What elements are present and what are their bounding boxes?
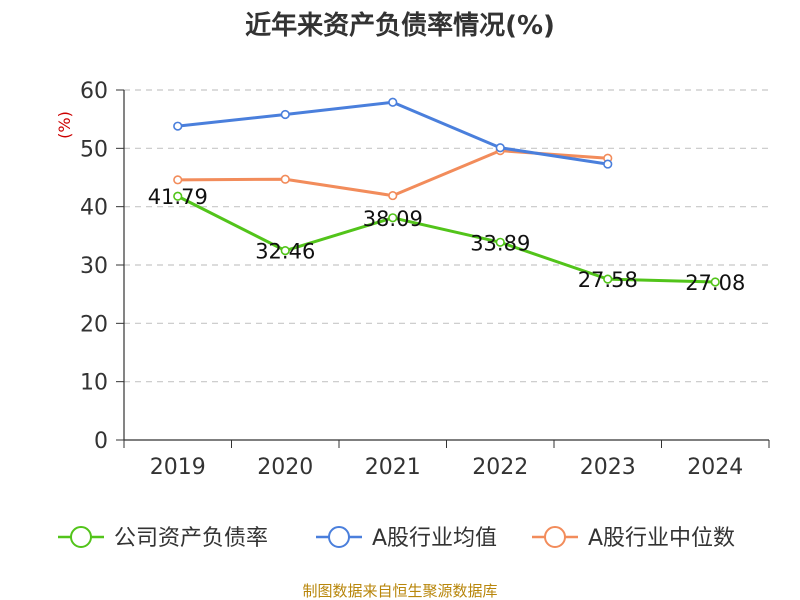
grid-lines bbox=[124, 89, 769, 383]
legend-label: A股行业均值 bbox=[372, 526, 497, 551]
legend-marker bbox=[544, 526, 566, 548]
data-point bbox=[603, 159, 613, 169]
data-label: 38.09 bbox=[363, 207, 423, 231]
data-label: 27.58 bbox=[578, 268, 638, 292]
data-point bbox=[280, 109, 290, 120]
data-point bbox=[280, 246, 290, 256]
data-point bbox=[173, 191, 183, 201]
data-point bbox=[173, 175, 183, 185]
data-point bbox=[710, 277, 720, 287]
legend-marker bbox=[70, 526, 92, 548]
legend-marker bbox=[328, 526, 350, 548]
x-tick-label: 2020 bbox=[257, 455, 313, 480]
data-label: 32.46 bbox=[255, 240, 315, 264]
data-label: 41.79 bbox=[148, 185, 208, 209]
data-point bbox=[173, 121, 183, 131]
axes: 0 10 20 30 40 50 60 2019 2020 2021 2022 2023 2024 bbox=[80, 79, 770, 480]
x-tick-label: 2024 bbox=[687, 455, 743, 480]
y-tick-label: 60 bbox=[80, 79, 108, 104]
data-point bbox=[280, 174, 290, 184]
legend: 公司资产负债率 A股行业均值 A股行业中位数 bbox=[58, 526, 735, 551]
y-tick-label: 50 bbox=[80, 137, 108, 162]
y-tick-label: 40 bbox=[80, 196, 108, 221]
chart-title: 近年来资产负债率情况(%) bbox=[245, 10, 555, 41]
x-tick-label: 2023 bbox=[580, 455, 636, 480]
series-line bbox=[177, 194, 716, 284]
y-tick-label: 10 bbox=[80, 371, 108, 396]
data-point bbox=[388, 190, 398, 201]
data-point bbox=[388, 213, 398, 223]
source-note: 制图数据来自恒生聚源数据库 bbox=[302, 582, 497, 600]
series-line bbox=[177, 149, 608, 198]
legend-label: A股行业中位数 bbox=[588, 526, 735, 551]
data-labels: 41.79 32.46 38.09 33.89 27.58 27.08 bbox=[148, 185, 746, 295]
data-label: 33.89 bbox=[470, 231, 530, 255]
legend-label: 公司资产负债率 bbox=[114, 526, 268, 551]
data-label: 27.08 bbox=[685, 271, 745, 295]
x-tick-label: 2022 bbox=[472, 455, 528, 480]
data-point bbox=[495, 237, 505, 247]
x-tick-label: 2021 bbox=[365, 455, 421, 480]
series-line bbox=[177, 100, 608, 166]
y-axis-label: (%) bbox=[55, 111, 74, 139]
data-point bbox=[495, 143, 505, 153]
y-tick-label: 20 bbox=[80, 312, 108, 337]
data-point bbox=[603, 274, 613, 284]
y-tick-label: 30 bbox=[80, 254, 108, 279]
series-lines bbox=[173, 97, 720, 287]
data-point bbox=[388, 97, 398, 107]
x-tick-label: 2019 bbox=[150, 455, 206, 480]
y-tick-label: 0 bbox=[94, 429, 108, 454]
